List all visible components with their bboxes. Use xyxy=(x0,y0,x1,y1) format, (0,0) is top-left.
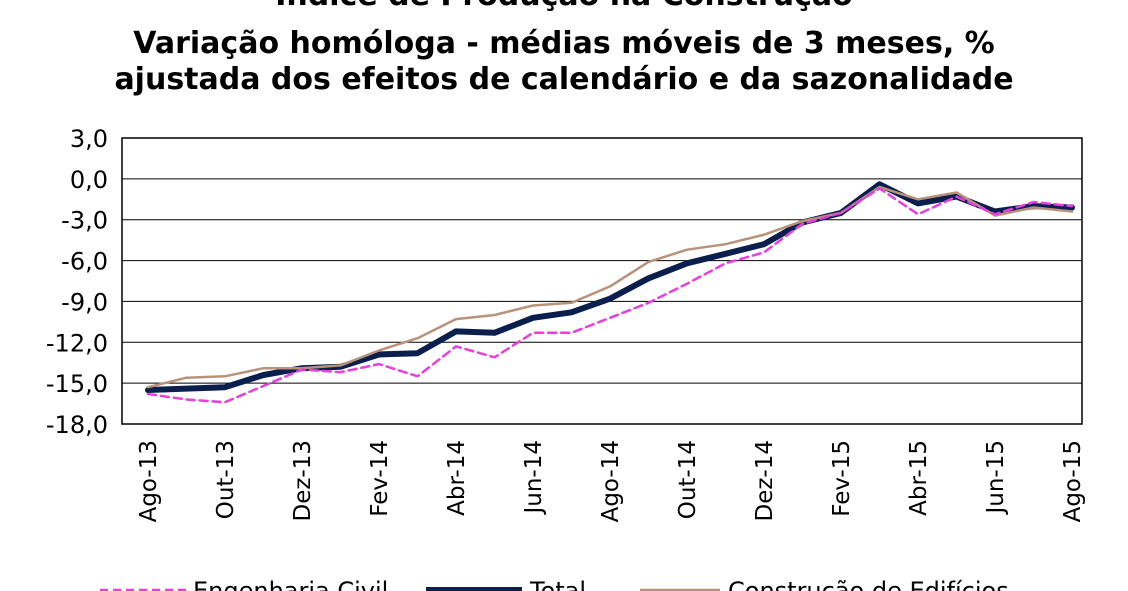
x-tick-label: Dez-14 xyxy=(752,440,778,522)
series-line xyxy=(146,187,1074,404)
y-tick-label: -9,0 xyxy=(61,288,108,316)
x-tick-label: Ago-14 xyxy=(598,440,624,522)
y-tick-label: -12,0 xyxy=(46,329,108,357)
gridlines xyxy=(122,137,1082,425)
y-tick-label: -3,0 xyxy=(61,207,108,235)
y-tick-label: 3,0 xyxy=(70,125,108,153)
y-axis: 3,0 0,0 -3,0 -6,0 -9,0 -12,0 -15,0 -18,0 xyxy=(46,125,108,439)
series-lines xyxy=(145,181,1075,404)
legend-label: Engenharia Civil xyxy=(193,577,388,591)
chart-title: Índice de Produção na Construção xyxy=(0,0,1128,14)
y-tick-label: -6,0 xyxy=(61,248,108,276)
x-tick-label: Jun-15 xyxy=(983,440,1009,516)
series-line xyxy=(146,185,1074,389)
y-tick-label: -15,0 xyxy=(46,370,108,398)
y-tick-label: -18,0 xyxy=(46,411,108,439)
x-tick-label: Ago-13 xyxy=(136,440,162,522)
x-tick-label: Abr-15 xyxy=(906,440,932,516)
y-tick-label: 0,0 xyxy=(70,166,108,194)
chart-subtitle-line-1: Variação homóloga - médias móveis de 3 m… xyxy=(133,26,995,61)
plot-area xyxy=(121,137,1083,425)
x-tick-label: Dez-13 xyxy=(290,440,316,522)
x-tick-label: Ago-15 xyxy=(1060,440,1086,522)
x-tick-label: Out-13 xyxy=(213,440,239,519)
x-axis: Ago-13 Out-13 Dez-13 Fev-14 Abr-14 Jun-14 Ago-… xyxy=(136,440,1086,522)
x-tick-label: Jun-14 xyxy=(521,440,547,516)
legend: Engenharia Civil Total Construção de Edifí… xyxy=(100,577,1009,591)
x-tick-label: Abr-14 xyxy=(444,440,470,516)
legend-label: Construção de Edifícios xyxy=(728,577,1009,591)
chart-subtitle-line-2: ajustada dos efeitos de calendário e da … xyxy=(114,62,1014,97)
x-tick-label: Fev-14 xyxy=(367,440,393,517)
x-tick-label: Out-14 xyxy=(675,440,701,519)
x-tick-label: Fev-15 xyxy=(829,440,855,517)
legend-label: Total xyxy=(529,577,586,591)
